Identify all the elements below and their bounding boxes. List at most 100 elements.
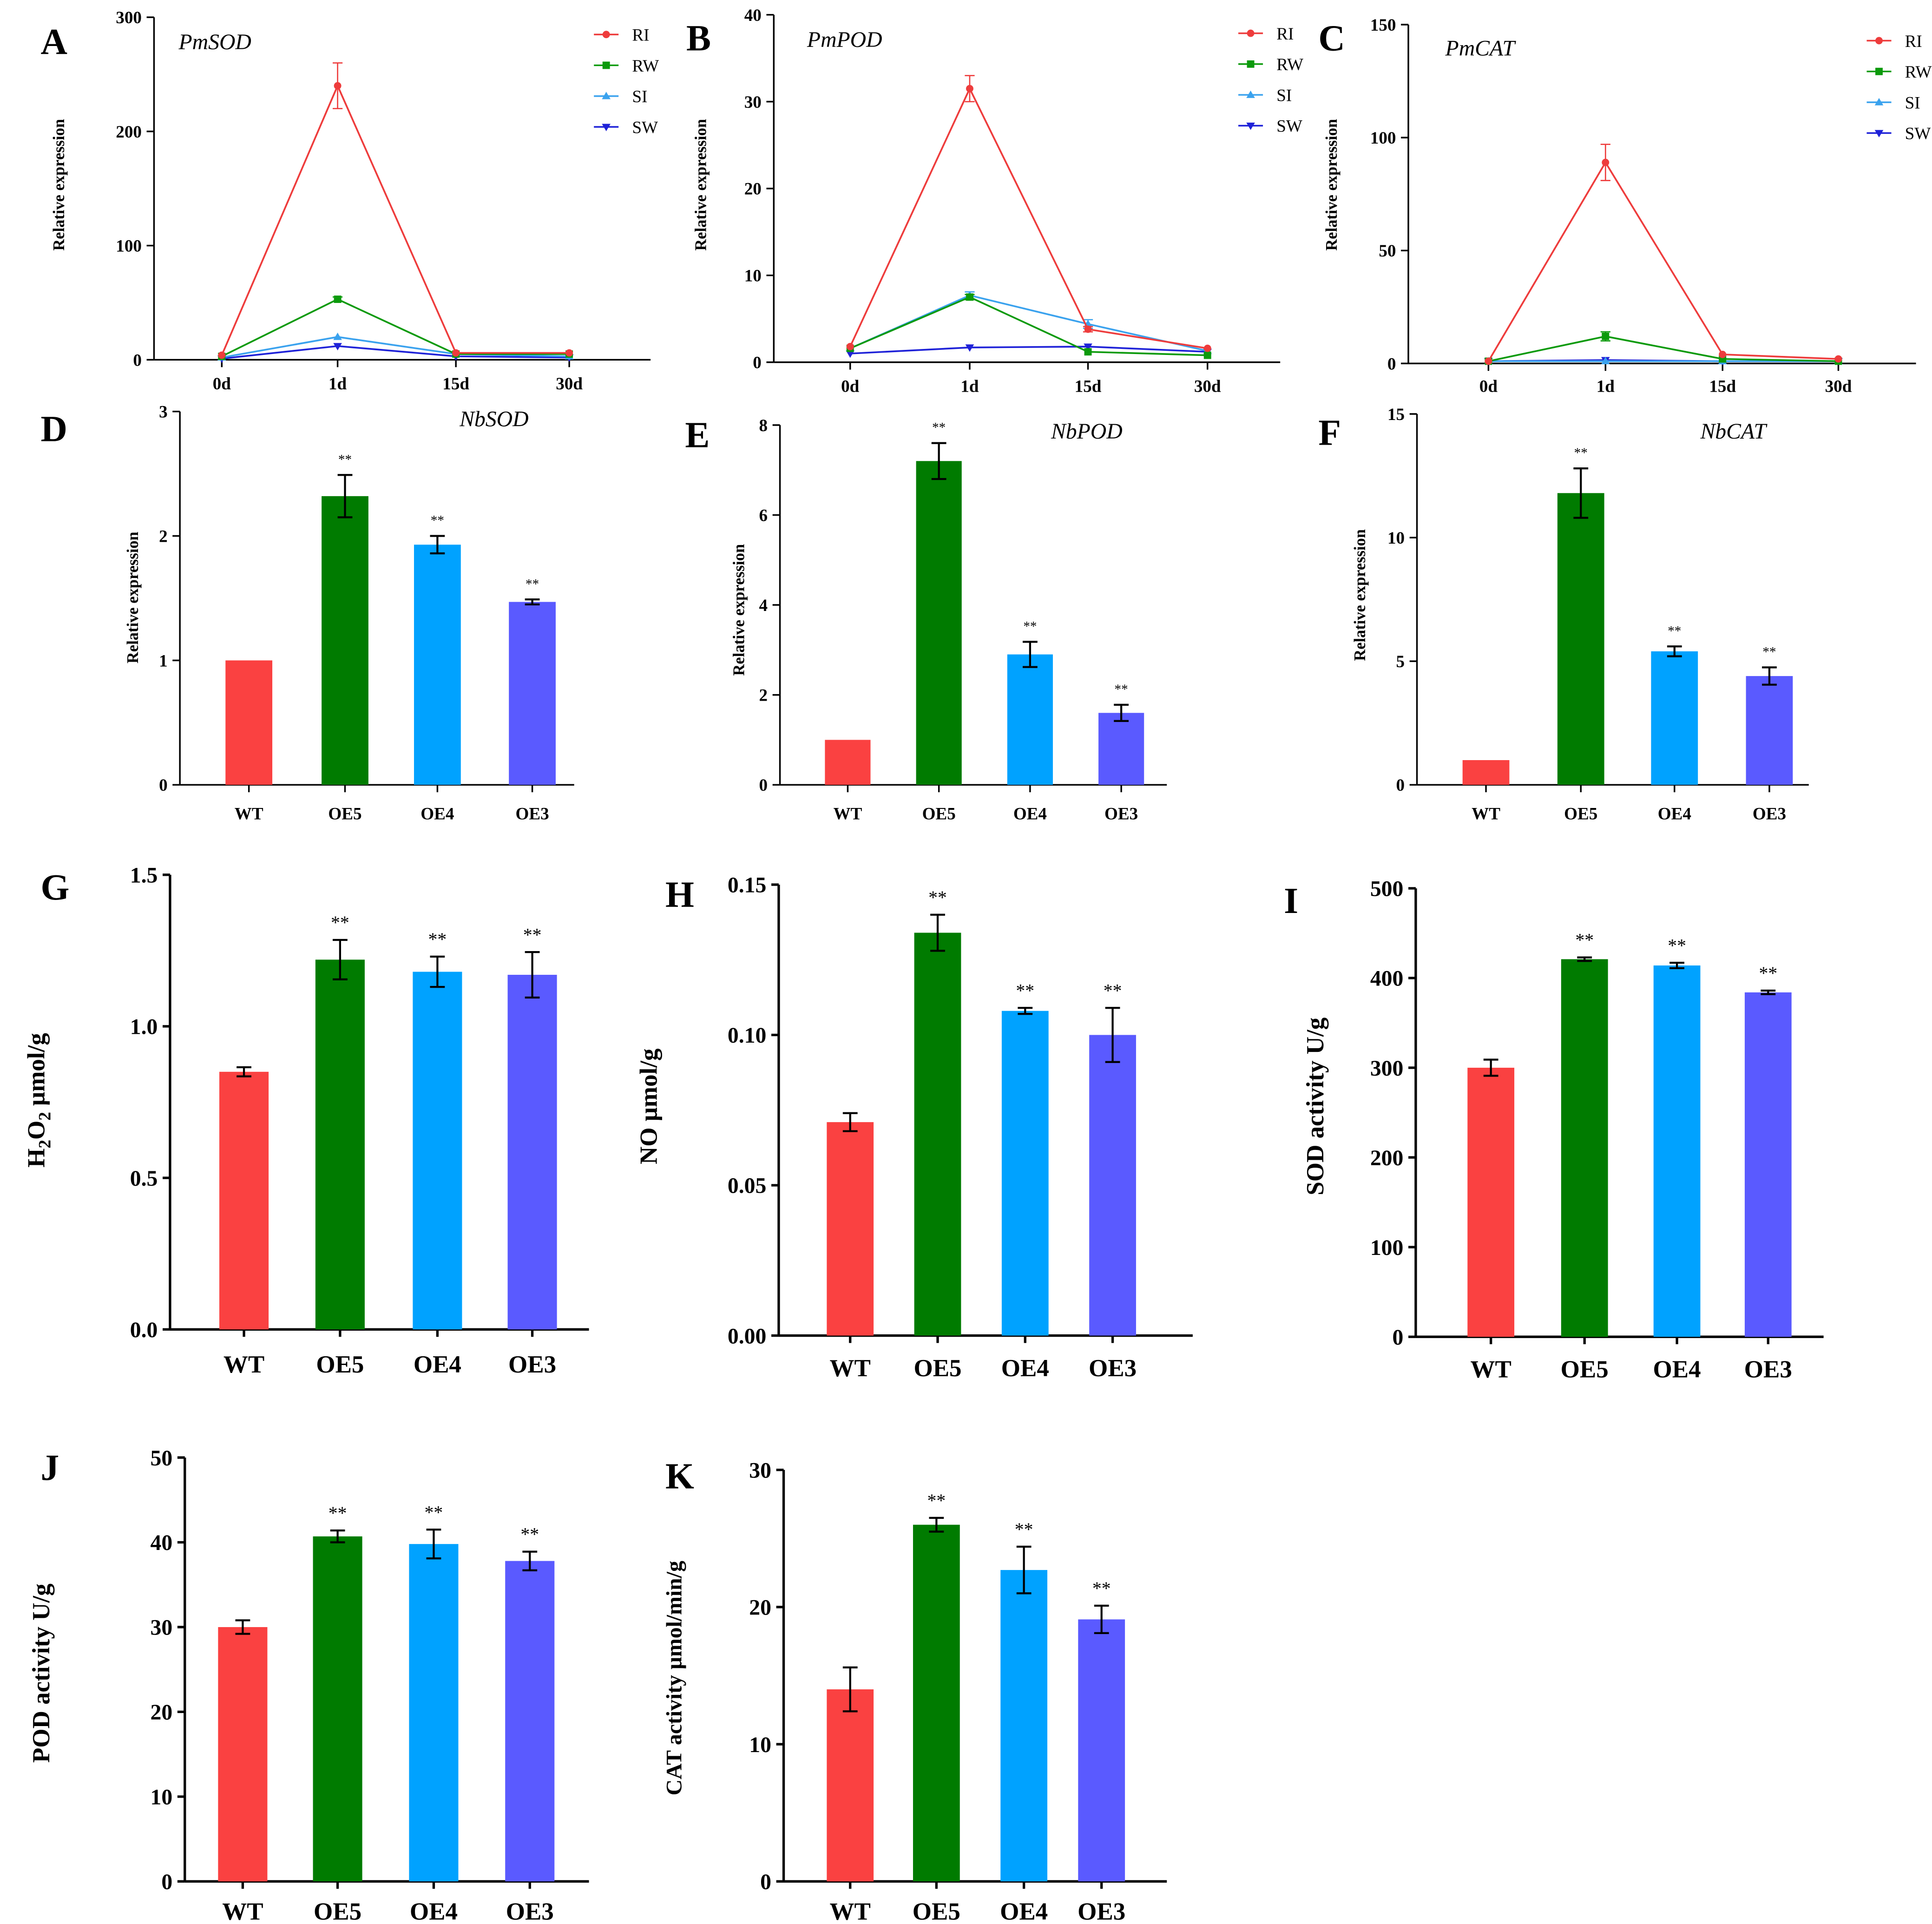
- marker-triangle-down: [965, 344, 974, 352]
- bar-oe3: [509, 602, 556, 785]
- marker-circle: [1247, 29, 1255, 37]
- bar-oe5: [322, 496, 368, 785]
- x-tick-label: OE5: [314, 1898, 361, 1924]
- chart-title: NbCAT: [1700, 419, 1768, 444]
- y-tick-label: 1: [159, 651, 168, 670]
- y-axis-label: Relative expression: [50, 119, 68, 251]
- panel-label: F: [1318, 412, 1341, 453]
- y-axis-label-group: Relative expression: [50, 119, 68, 251]
- x-tick-label: OE4: [1001, 1355, 1049, 1382]
- marker-triangle-up: [1601, 357, 1610, 365]
- y-tick-label: 6: [759, 506, 768, 525]
- panel-f: F NbCAT 0 5 10 15 Relative expression WT OE5 OE4 O…: [1318, 405, 1809, 823]
- significance-label: **: [428, 929, 447, 950]
- y-tick-label: 300: [116, 8, 142, 27]
- significance-label: **: [1668, 935, 1686, 956]
- significance-label: **: [1015, 1519, 1033, 1540]
- y-axis-label: Relative expression: [1323, 119, 1341, 251]
- y-tick-label: 0.0: [130, 1318, 158, 1342]
- x-tick-label: OE3: [1089, 1355, 1137, 1382]
- significance-label: **: [526, 577, 539, 591]
- y-tick-label: 0: [1396, 776, 1405, 795]
- x-tick-label: OE5: [913, 1898, 960, 1924]
- series-ri: [846, 75, 1211, 352]
- y-tick-label: 50: [151, 1446, 173, 1471]
- x-tick-label: OE3: [1753, 804, 1786, 823]
- bar-oe4: [414, 545, 461, 785]
- significance-label: **: [1668, 624, 1681, 638]
- y-axis-label-group: Relative expression: [730, 544, 748, 676]
- legend-label: RI: [1276, 25, 1294, 44]
- y-tick-label: 30: [151, 1615, 173, 1640]
- marker-triangle-down: [333, 343, 342, 351]
- panel-b: B PmPOD 0 10 20 30 40 Relative expression 0d 1d 15…: [686, 6, 1303, 396]
- panel-label: C: [1318, 18, 1345, 59]
- y-tick-label: 40: [151, 1530, 173, 1555]
- y-tick-label: 200: [116, 123, 142, 142]
- legend-label: SI: [1905, 93, 1920, 112]
- y-tick-label: 300: [1370, 1056, 1404, 1081]
- marker-triangle-up: [333, 332, 342, 340]
- x-tick-label: WT: [830, 1898, 871, 1924]
- y-axis-label-group: Relative expression: [692, 119, 710, 251]
- x-tick-label: OE3: [508, 1351, 556, 1378]
- bar-oe3: [507, 975, 557, 1330]
- marker-circle: [966, 85, 973, 92]
- bar-oe5: [315, 959, 365, 1330]
- panel-h: H 0.00 0.05 0.10 0.15 NO μmol/g WT OE5 OE4 OE3 ** *…: [635, 873, 1193, 1382]
- x-tick-label: OE5: [922, 804, 956, 823]
- y-tick-label: 100: [1370, 1235, 1404, 1260]
- bar-oe4: [1007, 654, 1053, 785]
- marker-square: [1875, 67, 1883, 75]
- panel-d: D NbSOD 0 1 2 3 Relative expression WT OE5 OE4 OE3…: [41, 403, 574, 823]
- x-tick-label: OE4: [414, 1351, 461, 1378]
- bar-wt: [1462, 760, 1510, 785]
- y-tick-label: 0: [1387, 355, 1396, 374]
- y-tick-label: 5: [1396, 652, 1405, 671]
- series-ri: [1485, 144, 1842, 365]
- significance-label: **: [1092, 1578, 1111, 1599]
- panel-label: B: [686, 18, 711, 59]
- marker-square: [1602, 332, 1610, 340]
- x-tick-label: OE5: [1564, 804, 1597, 823]
- x-tick-label: WT: [833, 804, 862, 823]
- x-tick-label: OE3: [1744, 1356, 1792, 1383]
- marker-circle: [1084, 325, 1092, 333]
- panel-e: E NbPOD 0 2 4 6 8 Relative expression WT OE5 OE4 OE…: [685, 415, 1167, 823]
- x-tick-label: OE5: [913, 1355, 961, 1382]
- series-sw: [846, 343, 1212, 358]
- significance-label: **: [928, 887, 947, 908]
- x-tick-label: 15d: [1709, 377, 1736, 396]
- marker-triangle-up: [602, 92, 611, 99]
- panel-label: J: [41, 1447, 59, 1488]
- bar-wt: [225, 660, 273, 785]
- y-tick-label: 30: [744, 93, 762, 112]
- panel-label: K: [665, 1456, 694, 1497]
- panel-k: K 0 10 20 30 CAT activity μmol/min/g WT OE5 OE4 O…: [662, 1456, 1167, 1924]
- y-tick-label: 0: [159, 776, 168, 795]
- bar-oe5: [1557, 493, 1604, 785]
- marker-circle: [1834, 355, 1842, 363]
- x-tick-label: WT: [235, 804, 263, 823]
- marker-triangle-down: [1874, 130, 1884, 138]
- legend-label: SW: [1905, 125, 1931, 144]
- series-line: [221, 83, 570, 356]
- y-tick-label: 0.15: [728, 873, 767, 898]
- y-tick-label: 2: [759, 686, 768, 705]
- y-axis-label: Relative expression: [692, 119, 710, 251]
- series-line: [850, 346, 1208, 355]
- y-tick-label: 30: [749, 1458, 771, 1483]
- x-tick-label: WT: [1472, 804, 1500, 823]
- bar-oe4: [409, 1544, 459, 1882]
- chart-title: PmPOD: [807, 27, 882, 52]
- significance-label: **: [523, 925, 542, 945]
- significance-label: **: [1016, 980, 1034, 1001]
- y-axis-label-group: CAT activity μmol/min/g: [662, 1561, 686, 1795]
- y-tick-label: 20: [749, 1596, 771, 1620]
- y-tick-label: 15: [1387, 405, 1405, 424]
- bar-oe4: [1651, 651, 1698, 785]
- marker-square: [334, 295, 342, 303]
- bar-wt: [219, 1071, 269, 1330]
- y-tick-label: 40: [744, 6, 762, 25]
